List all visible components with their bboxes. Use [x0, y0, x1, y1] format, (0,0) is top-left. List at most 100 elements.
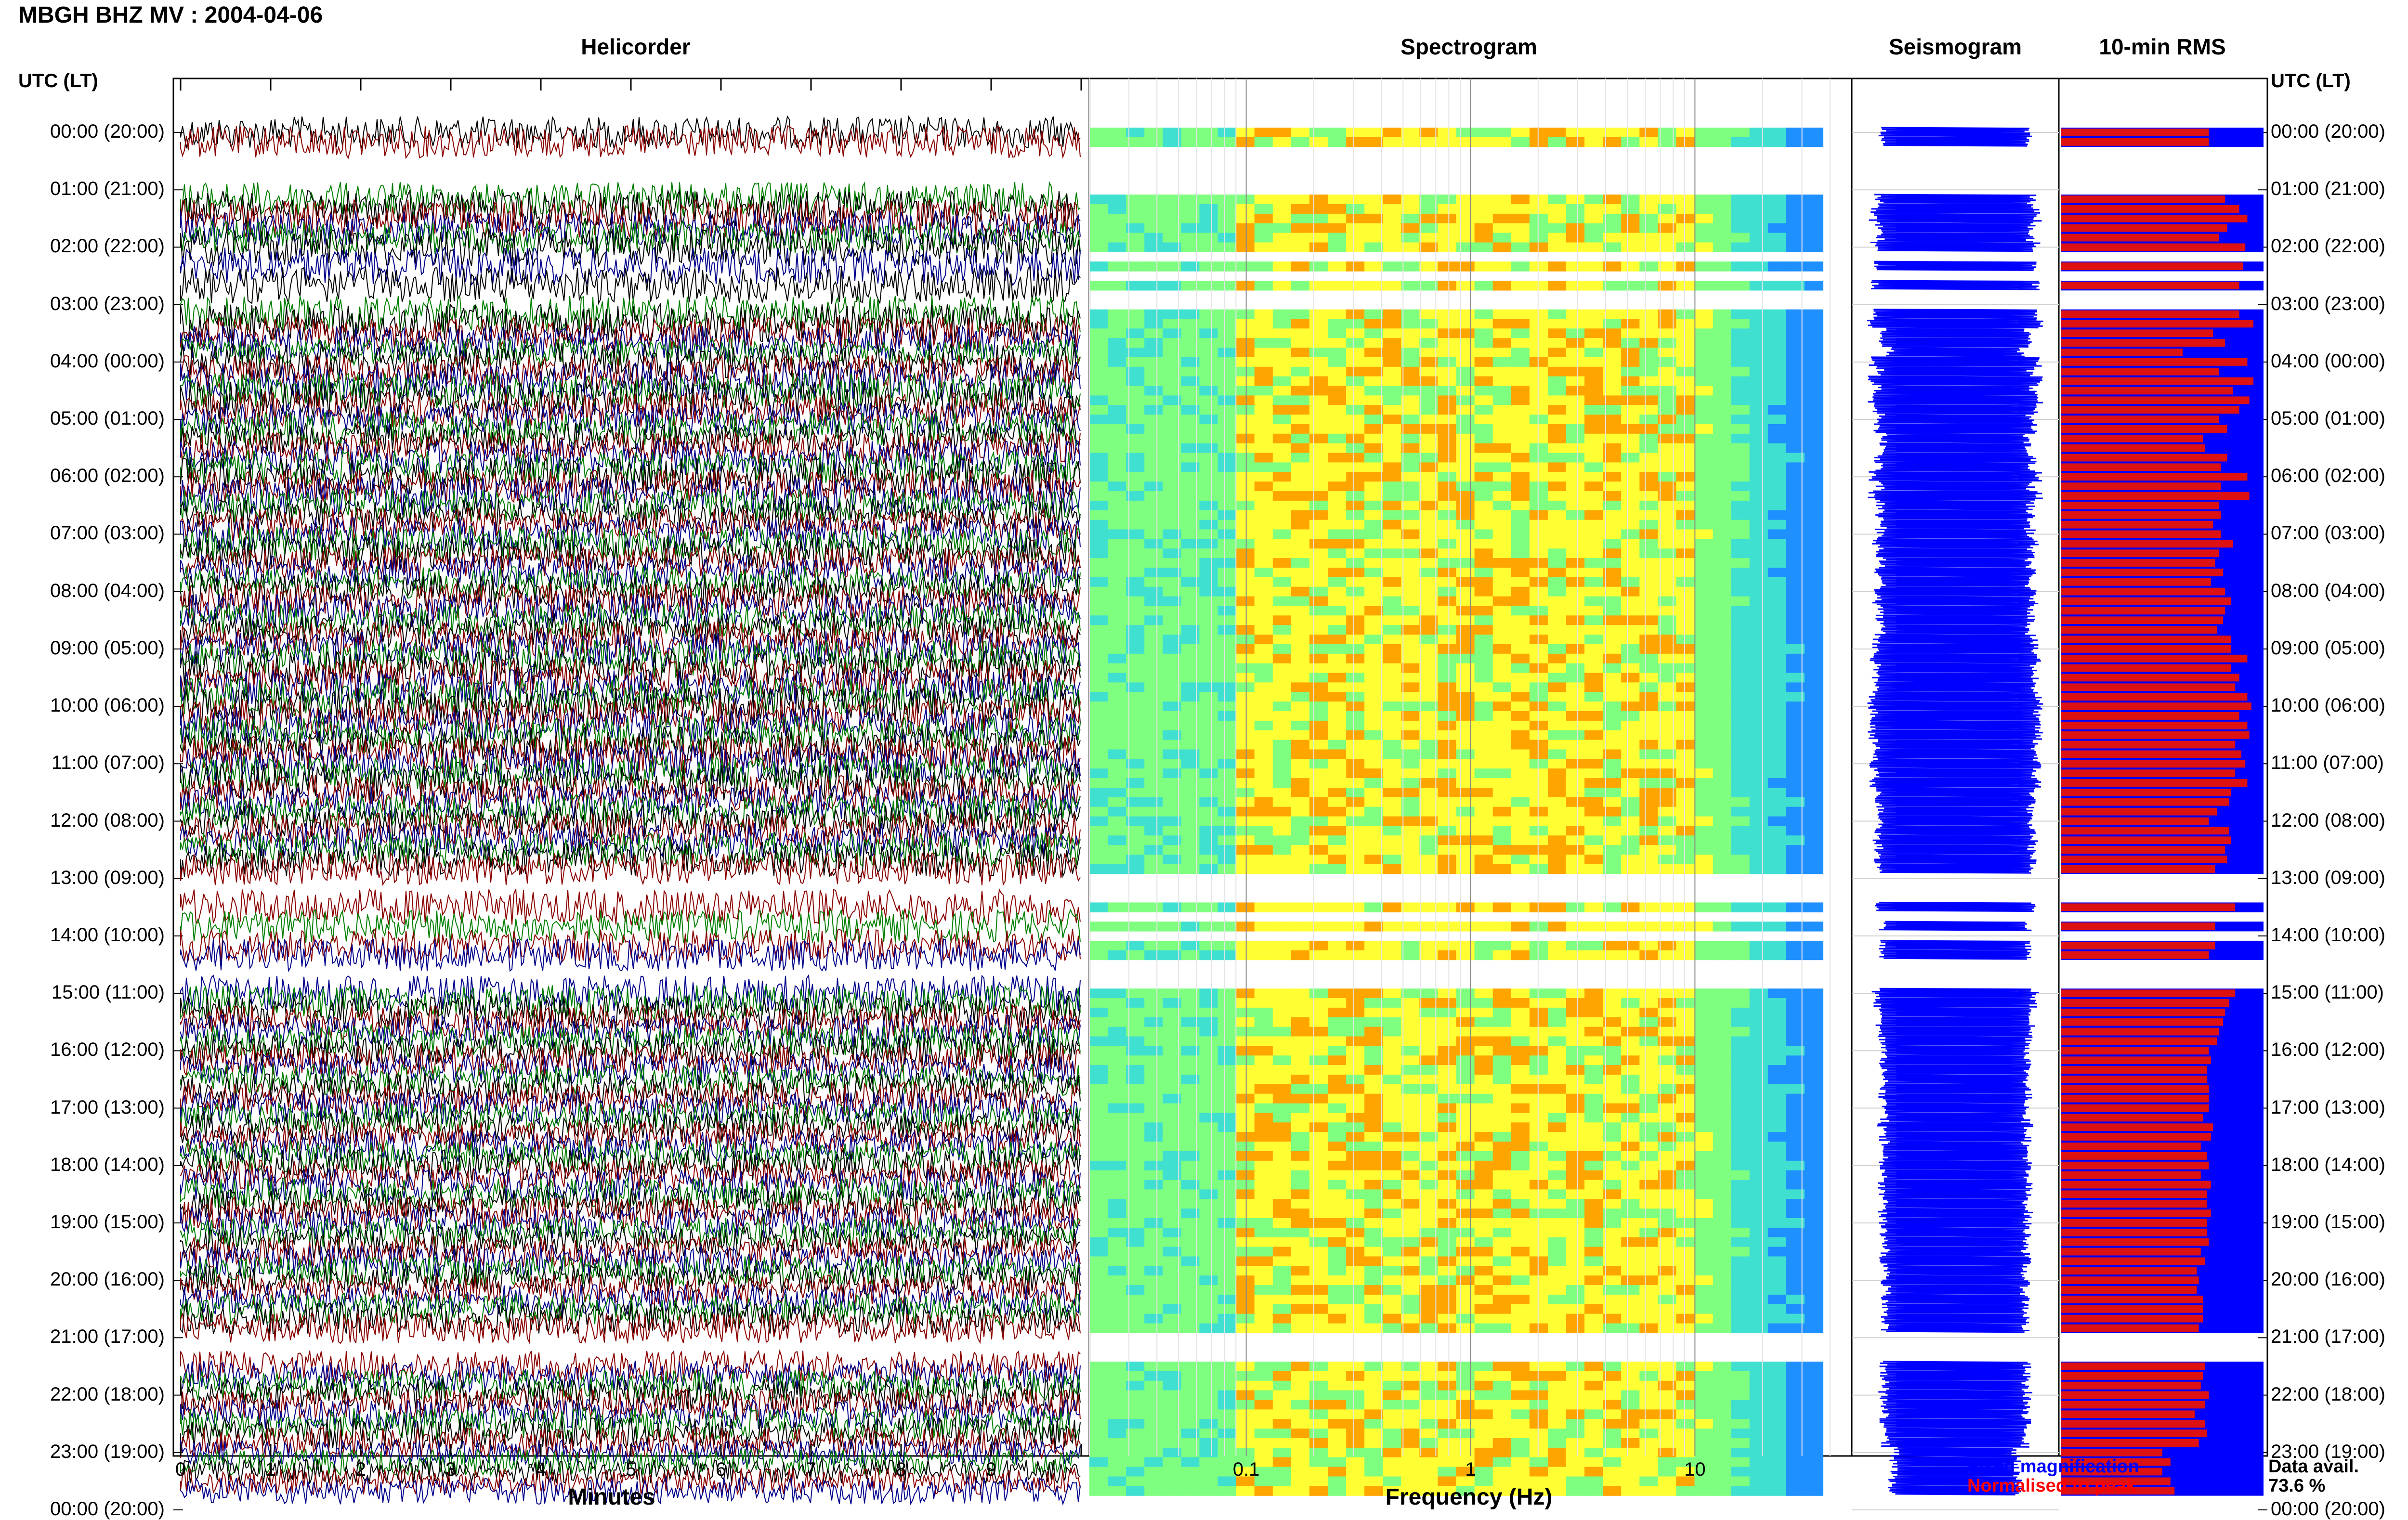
spectrogram-cell [1383, 377, 1401, 387]
spectrogram-cell [1548, 1419, 1567, 1429]
spectrogram-cell [1548, 950, 1567, 961]
spectrogram-cell [1291, 1094, 1310, 1104]
spectrogram-cell [1621, 214, 1640, 224]
spectrogram-cell [1273, 1295, 1292, 1305]
spectrogram-cell [1456, 510, 1475, 520]
spectrogram-cell [1273, 988, 1292, 999]
spectrogram-cell [1346, 721, 1365, 731]
spectrogram-cell [1493, 1189, 1512, 1199]
spectrogram-cell [1805, 1295, 1823, 1305]
spectrogram-cell [1309, 377, 1328, 387]
spectrogram-cell [1676, 950, 1695, 961]
spectrogram-cell [1530, 1247, 1548, 1257]
spectrogram-cell [1530, 1304, 1548, 1314]
spectrogram-cell [1676, 338, 1695, 348]
spectrogram-cell [1750, 682, 1768, 692]
spectrogram-cell [1346, 357, 1365, 367]
spectrogram-cell [1401, 568, 1420, 578]
spectrogram-cell [1144, 922, 1163, 932]
spectrogram-cell [1108, 998, 1126, 1008]
spectrogram-cell [1805, 520, 1823, 530]
spectrogram-cell [1548, 1266, 1567, 1276]
spectrogram-cell [1493, 548, 1512, 559]
spectrogram-cell [1144, 988, 1163, 999]
spectrogram-cell [1584, 941, 1603, 951]
spectrogram-cell [1328, 1065, 1347, 1075]
spectrogram-cell [1401, 1037, 1420, 1047]
spectrogram-cell [1309, 204, 1328, 214]
spectrogram-cell [1089, 1132, 1108, 1142]
spectrogram-cell [1695, 310, 1714, 320]
spectrogram-cell [1346, 1381, 1365, 1391]
spectrogram-cell [1236, 377, 1255, 387]
spectrogram-cell [1218, 750, 1237, 760]
spectrogram-cell [1273, 377, 1292, 387]
spectrogram-cell [1438, 845, 1456, 855]
spectrogram-cell [1199, 1371, 1218, 1381]
spectrogram-cell [1383, 597, 1401, 607]
spectrogram-cell [1328, 864, 1347, 874]
spectrogram-cell [1475, 520, 1493, 530]
spectrogram-cell [1236, 663, 1255, 674]
spectrogram-cell [1584, 377, 1603, 387]
spectrogram-cell [1089, 1151, 1108, 1161]
spectrogram-cell [1273, 1142, 1292, 1152]
spectrogram-cell [1750, 1266, 1768, 1276]
spectrogram-cell [1346, 711, 1365, 721]
spectrogram-cell [1750, 204, 1768, 214]
spectrogram-cell [1639, 128, 1658, 138]
spectrogram-cell [1639, 1199, 1658, 1209]
spectrogram-cell [1493, 214, 1512, 224]
spectrogram-cell [1493, 1438, 1512, 1448]
spectrogram-cell [1713, 357, 1732, 367]
spectrogram-cell [1328, 1390, 1347, 1401]
spectrogram-cell [1364, 462, 1383, 472]
spectrogram-cell [1218, 1381, 1237, 1391]
spectrogram-cell [1346, 1266, 1365, 1276]
spectrogram-cell [1768, 1132, 1787, 1142]
spectrogram-cell [1511, 243, 1530, 253]
spectrogram-cell [1511, 730, 1530, 741]
spectrogram-cell [1639, 1180, 1658, 1190]
spectrogram-cell [1218, 1084, 1237, 1094]
spectrogram-cell [1530, 1362, 1548, 1372]
spectrogram-cell [1346, 510, 1365, 520]
spectrogram-cell [1621, 721, 1640, 731]
spectrogram-cell [1750, 922, 1768, 932]
spectrogram-cell [1218, 539, 1237, 549]
spectrogram-cell [1805, 855, 1823, 865]
spectrogram-cell [1750, 386, 1768, 396]
spectrogram-cell [1475, 1371, 1493, 1381]
spectrogram-cell [1621, 530, 1640, 540]
spectrogram-cell [1530, 1314, 1548, 1324]
spectrogram-cell [1511, 1257, 1530, 1267]
spectrogram-cell [1255, 328, 1273, 338]
spectrogram-cell [1346, 778, 1365, 788]
spectrogram-cell [1768, 548, 1787, 559]
spectrogram-cell [1530, 817, 1548, 827]
spectrogram-cell [1584, 1161, 1603, 1171]
spectrogram-cell [1566, 1409, 1585, 1419]
spectrogram-cell [1236, 1132, 1255, 1142]
spectrogram-cell [1548, 1094, 1567, 1104]
spectrogram-cell [1621, 788, 1640, 798]
spectrogram-cell [1750, 1208, 1768, 1219]
spectrogram-cell [1089, 1257, 1108, 1267]
spectrogram-cell [1438, 1037, 1456, 1047]
spectrogram-cell [1676, 377, 1695, 387]
spectrogram-cell [1236, 1017, 1255, 1027]
spectrogram-cell [1364, 501, 1383, 511]
spectrogram-cell [1089, 1419, 1108, 1429]
spectrogram-cell [1364, 530, 1383, 540]
spectrogram-cell [1511, 319, 1530, 329]
spectrogram-cell [1364, 835, 1383, 845]
spectrogram-cell [1768, 654, 1787, 664]
spectrogram-cell [1309, 1208, 1328, 1219]
spectrogram-cell [1144, 835, 1163, 845]
spectrogram-cell [1089, 1266, 1108, 1276]
spectrogram-cell [1255, 1075, 1273, 1085]
spectrogram-cell [1731, 367, 1750, 377]
spectrogram-cell [1089, 1237, 1108, 1247]
spectrogram-cell [1621, 1218, 1640, 1228]
spectrogram-cell [1566, 1314, 1585, 1324]
